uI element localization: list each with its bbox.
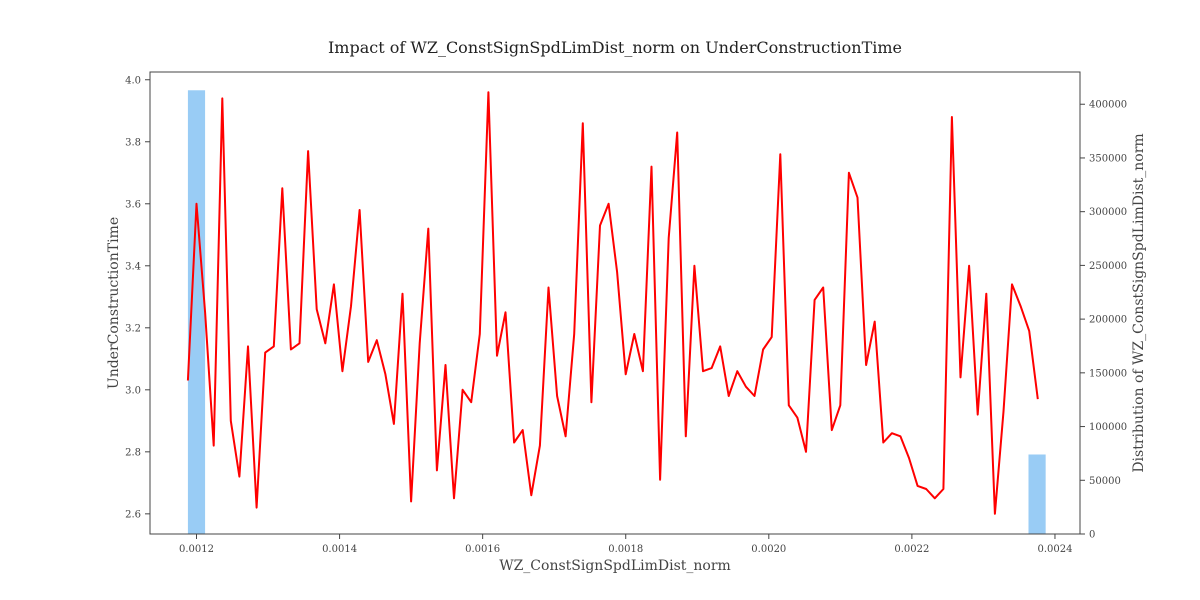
y-axis-right: 0 50000 100000 150000 200000 250000 300000 3500…	[1080, 100, 1127, 541]
y2-tick-label: 250000	[1089, 261, 1127, 272]
distribution-bars	[187, 90, 1046, 535]
y-axis-left: 2.6 2.8 3.0 3.2 3.4 3.6 3.8 4.0	[125, 75, 150, 520]
series-line	[186, 91, 1039, 515]
plot-area-frame	[149, 71, 1081, 535]
x-tick-label: 0.0022	[894, 544, 929, 555]
x-tick-label: 0.0014	[322, 544, 357, 555]
x-axis-title: WZ_ConstSignSpdLimDist_norm	[499, 558, 731, 574]
y2-tick-label: 300000	[1089, 207, 1127, 218]
y2-tick-label: 350000	[1089, 153, 1127, 164]
y-tick-label: 4.0	[125, 75, 141, 86]
x-tick-label: 0.0012	[179, 544, 214, 555]
y-tick-label: 3.6	[125, 199, 141, 210]
chart-title: Impact of WZ_ConstSignSpdLimDist_norm on…	[328, 38, 902, 57]
distribution-bar	[1028, 454, 1046, 534]
y-tick-label: 2.6	[125, 509, 141, 520]
y2-tick-label: 50000	[1089, 476, 1121, 487]
distribution-bar	[187, 90, 206, 535]
y2-axis-title: Distribution of WZ_ConstSignSpdLimDist_n…	[1131, 133, 1147, 472]
y2-tick-label: 150000	[1089, 368, 1127, 379]
y-axis-title: UnderConstructionTime	[106, 217, 122, 389]
x-tick-label: 0.0020	[751, 544, 786, 555]
y-tick-label: 3.0	[125, 385, 141, 396]
y-tick-label: 3.2	[125, 323, 141, 334]
x-tick-label: 0.0024	[1037, 544, 1072, 555]
y-tick-label: 2.8	[125, 447, 141, 458]
y2-tick-label: 0	[1089, 530, 1095, 541]
y2-tick-label: 400000	[1089, 100, 1127, 111]
line-series	[186, 91, 1039, 515]
y-tick-label: 3.8	[125, 137, 141, 148]
x-axis: 0.0012 0.0014 0.0016 0.0018 0.0020 0.0022 0.00…	[179, 534, 1072, 555]
y-tick-label: 3.4	[125, 261, 141, 272]
y2-tick-label: 200000	[1089, 315, 1127, 326]
x-tick-label: 0.0018	[608, 544, 643, 555]
y2-tick-label: 100000	[1089, 422, 1127, 433]
x-tick-label: 0.0016	[465, 544, 500, 555]
